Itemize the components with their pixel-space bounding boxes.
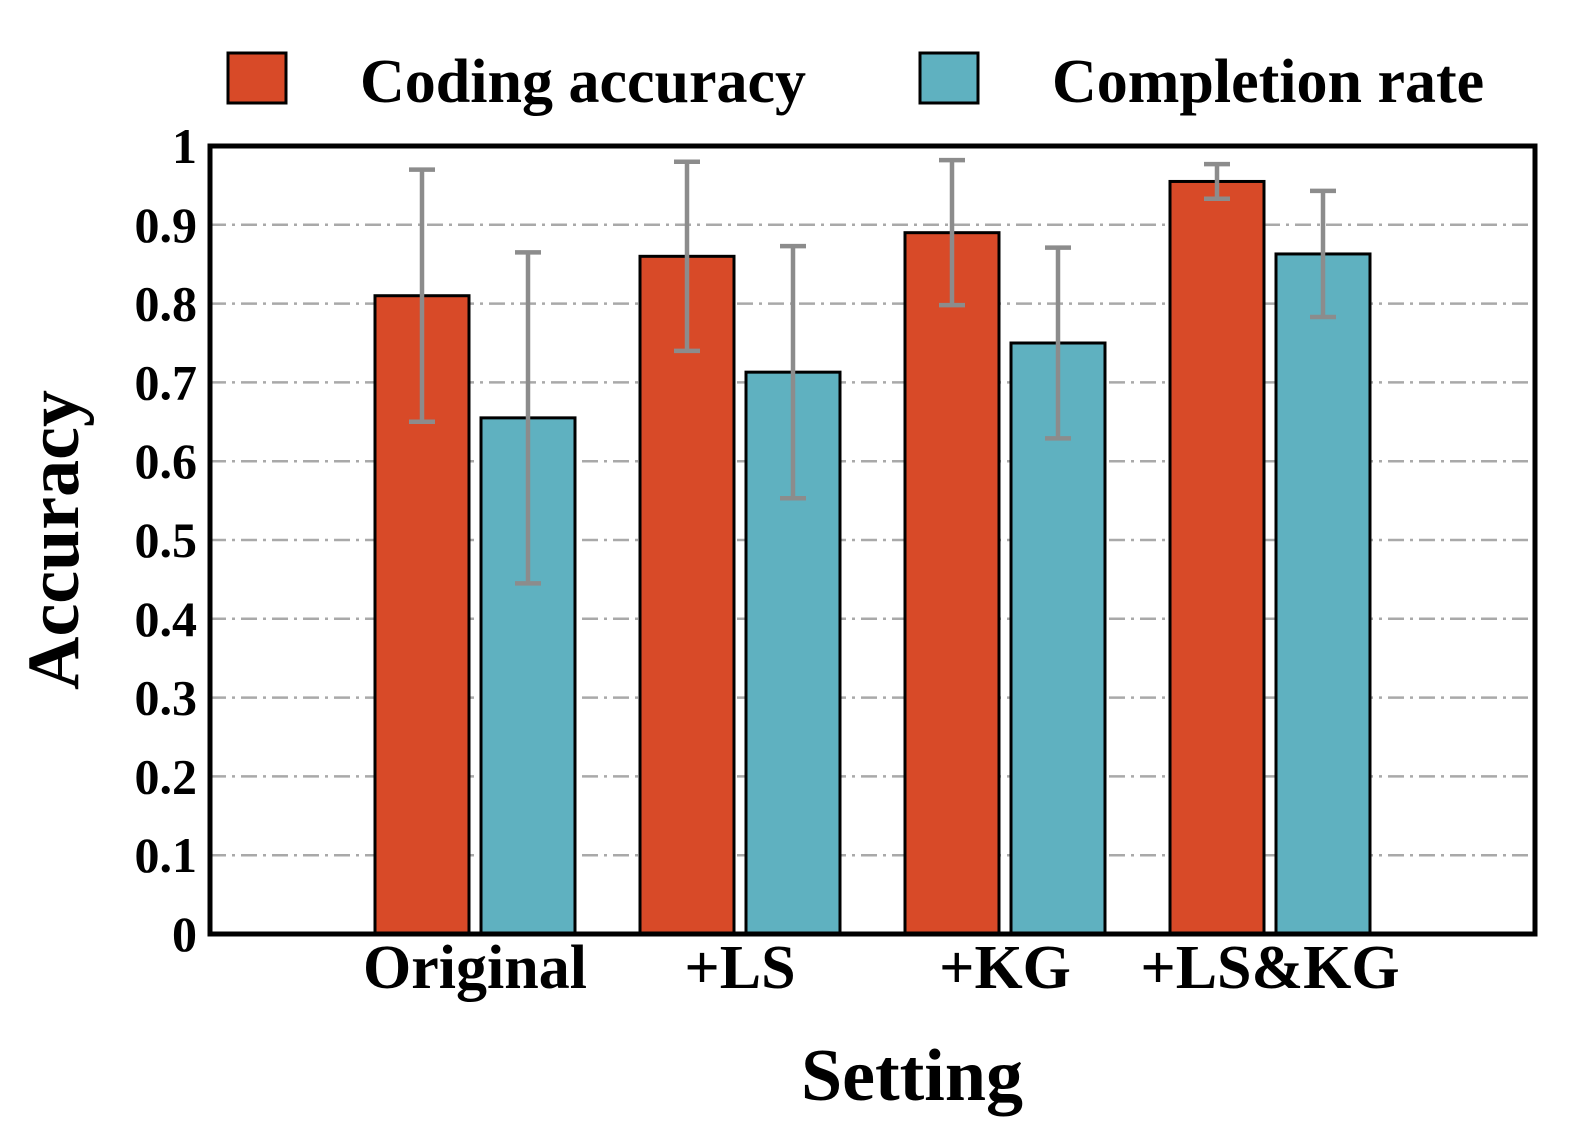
x-tick-label: +LS (684, 934, 795, 1002)
legend-swatch (226, 51, 288, 105)
bar-completion-rate (1274, 252, 1372, 936)
y-tick-label: 0.9 (135, 197, 198, 253)
y-tick-label: 0 (172, 906, 197, 962)
y-tick-label: 0.1 (135, 827, 198, 883)
plot-frame (207, 143, 1538, 937)
y-tick-label: 0.3 (135, 670, 198, 726)
y-tick-label: 0.5 (135, 512, 198, 568)
bar-coding-accuracy (903, 231, 1001, 936)
y-tick-label: 0.8 (135, 276, 198, 332)
legend: Coding accuracy Completion rate (226, 48, 1484, 116)
bars (373, 179, 1372, 936)
legend-swatch (918, 51, 980, 105)
x-tick-label: +KG (939, 934, 1071, 1002)
x-tick-labels: Original +LS +KG +LS&KG (363, 934, 1400, 1002)
x-tick-label: +LS&KG (1140, 934, 1399, 1002)
y-axis-title: Accuracy (13, 390, 95, 690)
x-axis-title: Setting (801, 1035, 1023, 1117)
error-bars (409, 157, 1336, 586)
bar-coding-accuracy (638, 254, 736, 936)
y-tick-label: 0.7 (135, 354, 198, 410)
y-tick-labels: 0 0.1 0.2 0.3 0.4 0.5 0.6 0.7 0.8 0.9 1 (135, 118, 198, 962)
y-tick-label: 0.4 (135, 591, 198, 647)
y-tick-label: 0.2 (135, 748, 198, 804)
y-tick-label: 1 (172, 118, 197, 174)
bar-coding-accuracy (1168, 179, 1266, 936)
legend-label: Coding accuracy (360, 48, 806, 116)
y-tick-label: 0.6 (135, 433, 198, 489)
x-tick-label: Original (363, 934, 587, 1002)
legend-label: Completion rate (1052, 48, 1484, 116)
